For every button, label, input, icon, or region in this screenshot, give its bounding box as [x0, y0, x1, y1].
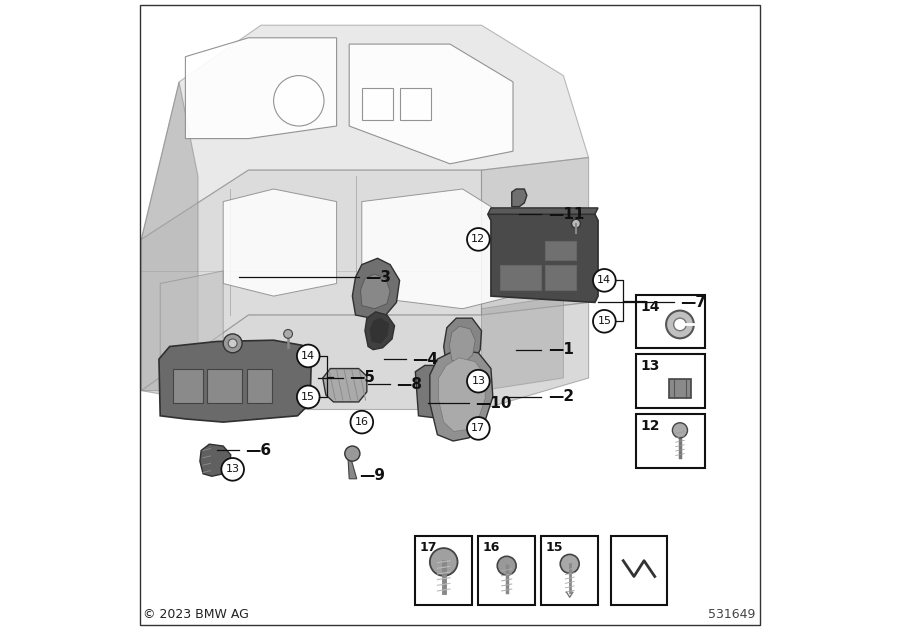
FancyBboxPatch shape — [669, 379, 691, 398]
Polygon shape — [159, 340, 311, 422]
Circle shape — [229, 339, 237, 348]
Polygon shape — [482, 296, 563, 391]
Polygon shape — [353, 258, 400, 318]
Polygon shape — [488, 214, 598, 302]
FancyBboxPatch shape — [400, 88, 431, 120]
Polygon shape — [444, 318, 482, 372]
Text: —3: —3 — [365, 270, 391, 285]
Text: —10: —10 — [475, 396, 512, 411]
Polygon shape — [141, 170, 482, 391]
Text: 16: 16 — [482, 541, 500, 554]
Circle shape — [572, 219, 580, 228]
Polygon shape — [449, 326, 475, 364]
FancyBboxPatch shape — [208, 369, 242, 403]
FancyBboxPatch shape — [544, 241, 576, 260]
FancyBboxPatch shape — [362, 88, 393, 120]
FancyBboxPatch shape — [635, 354, 706, 408]
Text: —6: —6 — [246, 443, 272, 458]
Polygon shape — [141, 25, 589, 239]
Text: 14: 14 — [302, 351, 315, 361]
Text: —4: —4 — [412, 352, 438, 367]
Circle shape — [223, 334, 242, 353]
Polygon shape — [200, 444, 230, 476]
Circle shape — [274, 76, 324, 126]
Polygon shape — [323, 369, 367, 402]
Text: —9: —9 — [358, 468, 384, 483]
Text: 15: 15 — [598, 316, 611, 326]
FancyBboxPatch shape — [500, 265, 542, 290]
Polygon shape — [370, 318, 389, 343]
Circle shape — [221, 458, 244, 481]
Circle shape — [297, 386, 320, 408]
FancyBboxPatch shape — [610, 536, 668, 605]
Polygon shape — [362, 189, 513, 309]
Text: 13: 13 — [640, 359, 660, 374]
Text: 12: 12 — [640, 420, 660, 433]
FancyBboxPatch shape — [479, 536, 535, 605]
Circle shape — [593, 269, 616, 292]
Polygon shape — [141, 82, 198, 391]
Circle shape — [350, 411, 374, 433]
Circle shape — [560, 554, 580, 573]
Polygon shape — [365, 312, 394, 350]
Text: 14: 14 — [640, 300, 660, 314]
Polygon shape — [185, 38, 337, 139]
Text: —8: —8 — [397, 377, 422, 392]
Polygon shape — [223, 189, 337, 296]
Text: —7: —7 — [680, 295, 706, 310]
Circle shape — [666, 311, 694, 338]
Text: 13: 13 — [226, 464, 239, 474]
Polygon shape — [512, 189, 526, 207]
Circle shape — [593, 310, 616, 333]
Text: 12: 12 — [472, 234, 485, 244]
Circle shape — [497, 556, 517, 575]
Text: 531649: 531649 — [708, 608, 755, 621]
Polygon shape — [349, 44, 513, 164]
FancyBboxPatch shape — [542, 536, 598, 605]
Circle shape — [345, 446, 360, 461]
Text: © 2023 BMW AG: © 2023 BMW AG — [142, 608, 248, 621]
FancyBboxPatch shape — [635, 295, 706, 348]
Polygon shape — [361, 274, 391, 309]
Text: —2: —2 — [548, 389, 574, 404]
Circle shape — [297, 345, 320, 367]
Circle shape — [430, 548, 457, 576]
Circle shape — [467, 228, 490, 251]
Circle shape — [467, 417, 490, 440]
Polygon shape — [482, 158, 589, 315]
Text: 14: 14 — [598, 275, 611, 285]
FancyBboxPatch shape — [248, 369, 273, 403]
Text: 17: 17 — [472, 423, 485, 433]
Polygon shape — [416, 365, 479, 422]
Text: 15: 15 — [545, 541, 563, 554]
Circle shape — [673, 318, 686, 331]
Text: —1: —1 — [548, 342, 573, 357]
Circle shape — [467, 370, 490, 392]
Text: 17: 17 — [419, 541, 437, 554]
Circle shape — [672, 423, 688, 438]
FancyBboxPatch shape — [416, 536, 472, 605]
Text: 15: 15 — [302, 392, 315, 402]
Polygon shape — [438, 358, 485, 432]
FancyBboxPatch shape — [635, 415, 706, 467]
Polygon shape — [141, 302, 589, 410]
Text: 13: 13 — [472, 376, 485, 386]
Polygon shape — [430, 350, 493, 441]
FancyBboxPatch shape — [173, 369, 203, 403]
Text: 16: 16 — [355, 417, 369, 427]
Text: —5: —5 — [349, 370, 375, 386]
Text: —11: —11 — [548, 207, 584, 222]
Circle shape — [284, 329, 292, 338]
Polygon shape — [160, 271, 223, 378]
FancyBboxPatch shape — [544, 265, 576, 290]
Polygon shape — [488, 208, 598, 214]
Polygon shape — [348, 457, 356, 479]
